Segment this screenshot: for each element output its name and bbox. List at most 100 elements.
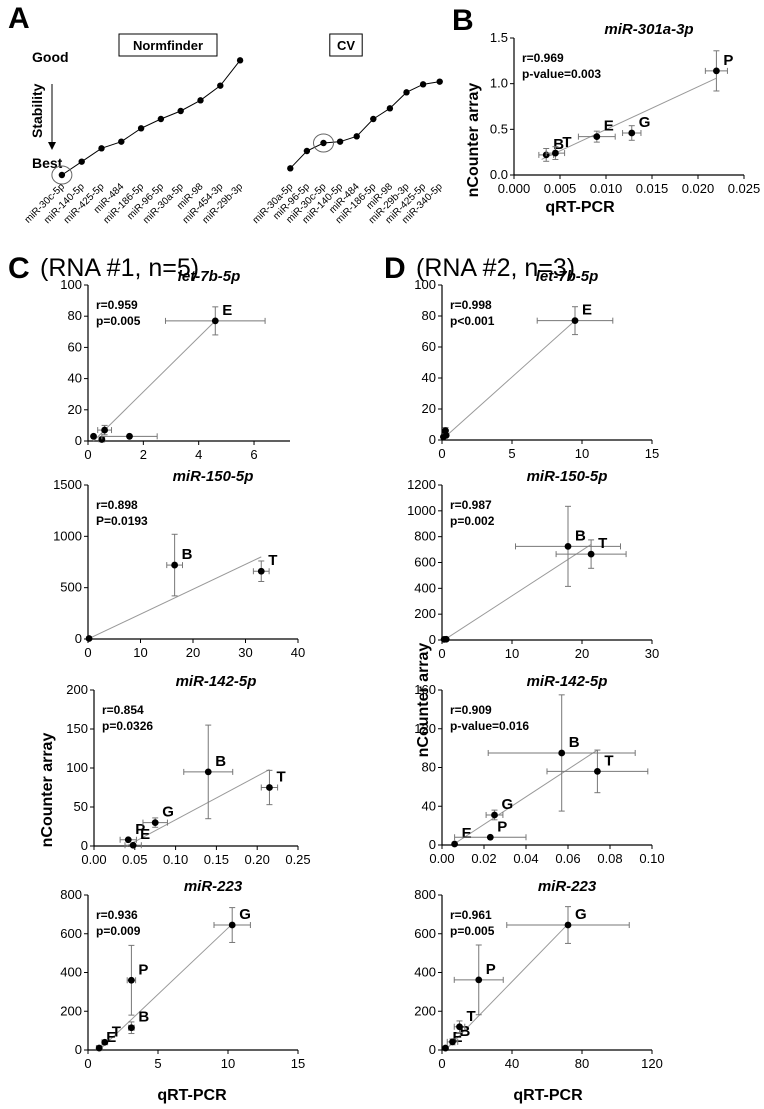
point-label: G: [162, 804, 174, 821]
y-tick-label: 20: [68, 402, 82, 417]
correlation-r-value: r=0.898: [96, 498, 138, 512]
panel-c-subtitle: (RNA #1, n=5): [40, 254, 199, 282]
y-tick-label: 200: [414, 1003, 436, 1018]
data-point: [98, 436, 106, 443]
best-highlight-circle: [313, 133, 334, 153]
scatter-panel-d3: miR-142-5p 0 40 80 120 160 0.00 0.02 0.04 0.06 0.0…: [414, 673, 664, 866]
x-tick-label: 10: [575, 446, 589, 461]
stability-point: [303, 147, 311, 155]
stability-line: [61, 60, 241, 176]
x-tick-label: 0.020: [682, 181, 715, 196]
stability-point: [287, 165, 294, 172]
data-point: [204, 768, 212, 776]
correlation-r-value: r=0.959: [96, 298, 138, 312]
regression-line: [452, 749, 598, 846]
y-tick-label: 60: [68, 339, 82, 354]
correlation-r-value: r=0.936: [96, 908, 138, 922]
correlation-r-value: r=0.969: [522, 51, 564, 65]
panel-d-y-axis-title: nCounter array: [415, 643, 432, 758]
point-label: B: [215, 753, 226, 770]
stability-point: [217, 82, 224, 89]
data-point: [713, 67, 720, 75]
x-tick-label: 0: [438, 646, 445, 661]
chart-title: miR-150-5p: [173, 468, 254, 485]
x-tick-label: 30: [645, 646, 659, 661]
best-highlight-circle: [51, 165, 73, 185]
correlation-p-value: p-value=0.016: [450, 719, 529, 733]
x-tick-label: 0.015: [636, 181, 669, 196]
stability-point: [336, 138, 344, 145]
correlation-p-value: p=0.0326: [102, 719, 153, 733]
point-label: T: [467, 1008, 476, 1025]
correlation-p-value: p-value=0.003: [522, 67, 601, 81]
stability-point: [157, 115, 165, 123]
panel-a-chart-a2: CVmiR-30a-5pmiR-96-5pmiR-30c-5pmiR-140-5…: [251, 33, 445, 226]
y-tick-label: 0: [429, 1042, 436, 1057]
y-tick-label: 40: [68, 371, 82, 386]
y-tick-label: 600: [414, 555, 436, 570]
point-label: G: [575, 906, 587, 923]
point-label: T: [268, 552, 277, 569]
chart-title: miR-223: [184, 878, 243, 895]
x-tick-label: 0.20: [245, 852, 270, 867]
y-tick-label: 80: [422, 760, 436, 775]
scatter-panel-b: miR-301a-3p 0.0 0.5 1.0 1.5 0.000 0.005 0.010 0.…: [490, 21, 760, 196]
data-point: [129, 841, 137, 849]
regression-line: [93, 320, 216, 442]
x-tick-label: 40: [505, 1056, 519, 1071]
data-point: [491, 811, 498, 819]
y-tick-label: 800: [414, 529, 436, 544]
point-label: T: [112, 1023, 121, 1040]
y-tick-label: 40: [422, 798, 436, 813]
data-point: [442, 431, 450, 439]
panel-label-c: C: [8, 252, 30, 285]
correlation-p-value: p=0.005: [96, 314, 141, 328]
stability-point: [78, 158, 85, 165]
y-tick-label: 0.5: [490, 121, 508, 136]
x-tick-label: 0.15: [204, 852, 229, 867]
stability-point: [436, 78, 443, 85]
panel-b-y-axis-title: nCounter array: [465, 83, 482, 198]
scatter-panel-d4: miR-223 0 200 400 600 800 0 40 80 120 r=0.961 p=0.0…: [414, 878, 663, 1071]
y-tick-label: 200: [414, 606, 436, 621]
y-tick-label: 1000: [53, 528, 82, 543]
stability-point: [370, 115, 377, 123]
data-point: [456, 1023, 463, 1031]
stability-point: [403, 89, 410, 96]
x-tick-label: 4: [195, 447, 202, 462]
point-label: P: [497, 818, 507, 835]
y-tick-label: 400: [60, 965, 82, 980]
point-label: E: [106, 1029, 116, 1046]
x-tick-label: 0.00: [81, 852, 106, 867]
y-tick-label: 0: [429, 432, 436, 447]
x-tick-label: 0.08: [597, 851, 622, 866]
x-tick-label: 80: [575, 1056, 589, 1071]
point-label: T: [562, 134, 571, 151]
x-tick-label: 10: [133, 645, 147, 660]
y-tick-label: 800: [414, 887, 436, 902]
data-point: [127, 976, 135, 984]
correlation-r-value: r=0.998: [450, 298, 492, 312]
data-point: [587, 550, 595, 558]
regression-line: [87, 556, 262, 640]
point-label: P: [135, 821, 145, 838]
point-label: B: [460, 1023, 471, 1040]
data-point: [451, 840, 458, 848]
correlation-p-value: p<0.001: [450, 314, 495, 328]
point-label: G: [639, 114, 651, 131]
stability-point: [236, 57, 244, 64]
panel-label-b: B: [452, 4, 474, 37]
data-point: [442, 635, 450, 643]
point-label: P: [486, 961, 496, 978]
method-title-box: [329, 33, 363, 57]
x-tick-label: 5: [508, 446, 515, 461]
chart-title: miR-150-5p: [527, 468, 608, 485]
y-tick-label: 800: [60, 887, 82, 902]
panel-a-best-label: Best: [32, 155, 63, 171]
point-label: B: [182, 546, 193, 563]
chart-title: miR-301a-3p: [604, 21, 693, 38]
y-tick-label: 80: [422, 308, 436, 323]
x-tick-label: 6: [250, 447, 257, 462]
y-tick-label: 0: [75, 631, 82, 646]
point-label: E: [462, 825, 472, 842]
